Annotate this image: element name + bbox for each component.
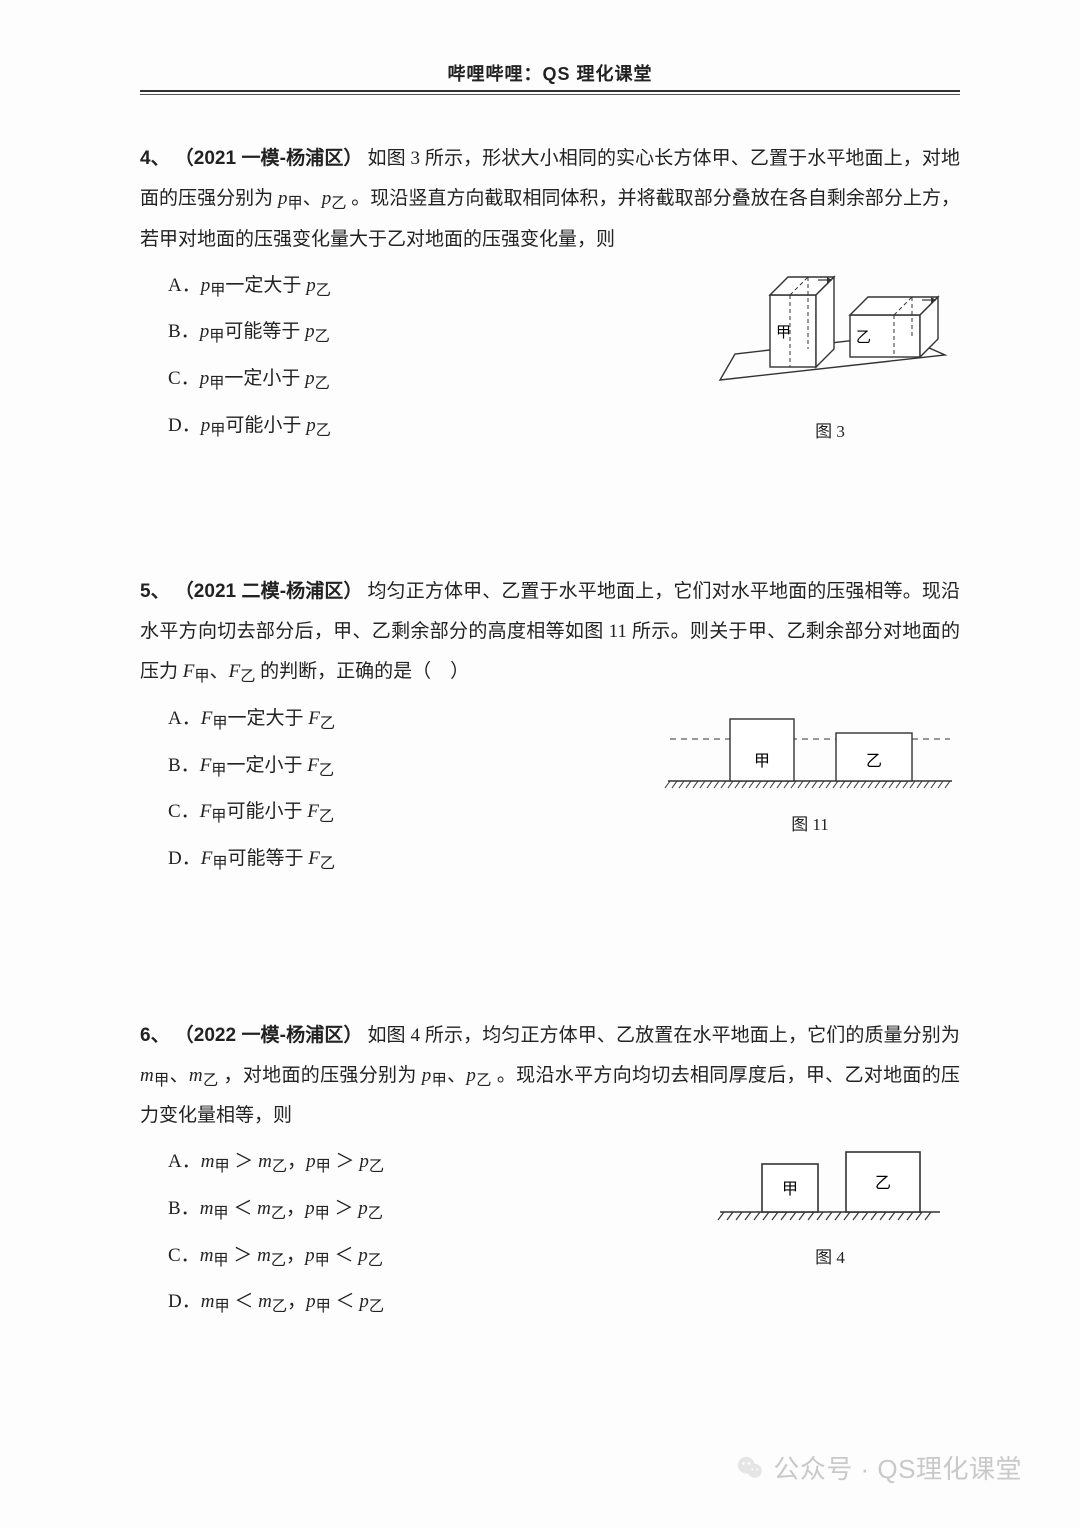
svg-text:乙: 乙 (856, 330, 871, 346)
problem-6-text-b: ，对地面的压强分别为 (224, 1065, 422, 1086)
figure-11-svg: 甲乙 (660, 693, 960, 803)
m-sym: m甲、m乙 (140, 1065, 218, 1086)
option-5B: B．F甲一定小于 F乙 (168, 746, 640, 787)
figure-11-caption: 图 11 (660, 807, 960, 843)
figure-11: 甲乙 图 11 (660, 693, 960, 843)
figure-4-caption: 图 4 (700, 1240, 960, 1276)
figure-4: 甲乙 图 4 (700, 1136, 960, 1276)
option-4A: A．p甲一定大于 p乙 (168, 266, 680, 307)
problem-4-number: 4、 (140, 148, 170, 169)
problem-6-number: 6、 (140, 1025, 170, 1046)
watermark-text: 公众号 · QS理化课堂 (773, 1449, 1022, 1486)
svg-text:乙: 乙 (875, 1175, 891, 1192)
option-5C: C．F甲可能小于 F乙 (168, 792, 640, 833)
problem-5-options: A．F甲一定大于 F乙 B．F甲一定小于 F乙 C．F甲可能小于 F乙 D．F甲… (140, 693, 640, 886)
problem-5-number: 5、 (140, 581, 170, 602)
problem-5-text-b: 的判断，正确的是（ ） (260, 661, 469, 682)
p-jia-sym: p甲、p乙 (278, 188, 347, 209)
header-title: 哔哩哔哩：QS 理化课堂 (447, 64, 652, 84)
figure-3-caption: 图 3 (700, 414, 960, 450)
option-4D: D．p甲可能小于 p乙 (168, 406, 680, 447)
watermark: 公众号 · QS理化课堂 (735, 1449, 1022, 1486)
problem-6-source: （2022 一模-杨浦区） (175, 1025, 363, 1046)
figure-3-svg: 甲乙 (700, 260, 960, 410)
svg-text:乙: 乙 (866, 753, 882, 770)
F-sym: F甲、F乙 (183, 661, 256, 682)
figure-3: 甲乙 图 3 (700, 260, 960, 450)
option-6D: D．m甲 ＜ m乙，p甲 ＜ p乙 (168, 1282, 680, 1323)
problem-4-options: A．p甲一定大于 p乙 B．p甲可能等于 p乙 C．p甲一定小于 p乙 D．p甲… (140, 260, 680, 453)
svg-text:甲: 甲 (776, 325, 791, 341)
option-5D: D．F甲可能等于 F乙 (168, 839, 640, 880)
option-5A: A．F甲一定大于 F乙 (168, 699, 640, 740)
problem-5-source: （2021 二模-杨浦区） (175, 581, 363, 602)
problem-4: 4、 （2021 一模-杨浦区） 如图 3 所示，形状大小相同的实心长方体甲、乙… (140, 139, 960, 452)
problem-6-text-a: 如图 4 所示，均匀正方体甲、乙放置在水平地面上，它们的质量分别为 (367, 1025, 960, 1046)
problem-6-stem: 6、 （2022 一模-杨浦区） 如图 4 所示，均匀正方体甲、乙放置在水平地面… (140, 1016, 960, 1137)
svg-text:甲: 甲 (782, 1181, 798, 1198)
option-6A: A．m甲 ＞ m乙，p甲 ＞ p乙 (168, 1142, 680, 1183)
problem-6: 6、 （2022 一模-杨浦区） 如图 4 所示，均匀正方体甲、乙放置在水平地面… (140, 1016, 960, 1329)
header-rule-thin (140, 94, 960, 95)
page-header: 哔哩哔哩：QS 理化课堂 (140, 60, 960, 90)
p-sym: p甲、p乙 (422, 1065, 492, 1086)
problem-6-options: A．m甲 ＞ m乙，p甲 ＞ p乙 B．m甲 ＜ m乙，p甲 ＞ p乙 C．m甲… (140, 1136, 680, 1329)
option-6C: C．m甲 ＞ m乙，p甲 ＜ p乙 (168, 1236, 680, 1277)
option-4C: C．p甲一定小于 p乙 (168, 359, 680, 400)
problem-4-stem: 4、 （2021 一模-杨浦区） 如图 3 所示，形状大小相同的实心长方体甲、乙… (140, 139, 960, 260)
problem-5-stem: 5、 （2021 二模-杨浦区） 均匀正方体甲、乙置于水平地面上，它们对水平地面… (140, 572, 960, 693)
problem-4-source: （2021 一模-杨浦区） (175, 148, 363, 169)
figure-4-svg: 甲乙 (700, 1136, 960, 1236)
option-4B: B．p甲可能等于 p乙 (168, 312, 680, 353)
wechat-icon (735, 1453, 765, 1483)
svg-text:甲: 甲 (754, 753, 770, 770)
option-6B: B．m甲 ＜ m乙，p甲 ＞ p乙 (168, 1189, 680, 1230)
problem-5: 5、 （2021 二模-杨浦区） 均匀正方体甲、乙置于水平地面上，它们对水平地面… (140, 572, 960, 885)
header-rule-thick (140, 90, 960, 92)
